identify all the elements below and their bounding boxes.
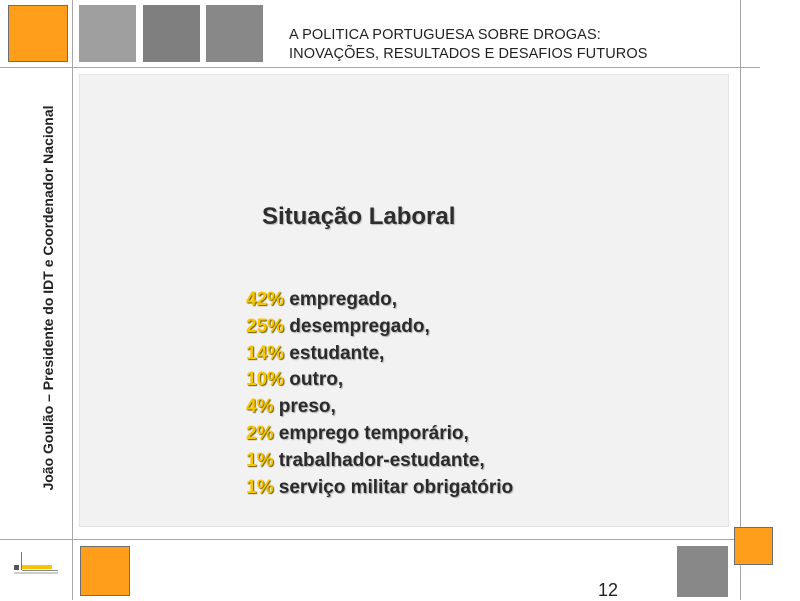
stat-label: desempregado, [284,315,430,337]
list-item: 42% empregado, [246,287,513,314]
idt-logo-icon [14,552,58,574]
corner-square-bottom-left [80,546,130,596]
stat-label: empregado, [284,289,398,310]
stat-label: estudante, [284,342,385,364]
list-item: 14% estudante, [246,341,513,368]
stat-percent: 42% [246,289,285,310]
header-square-3 [206,5,263,62]
corner-square-bottom-right [677,546,728,597]
stat-label: trabalhador-estudante, [273,449,485,471]
frame-line-horizontal-bottom [0,539,760,540]
stat-percent: 4% [246,396,274,418]
list-item: 1% trabalhador-estudante, [246,448,513,475]
accent-square-right [734,527,773,565]
stat-percent: 14% [246,342,285,364]
slide-heading: Situação Laboral [262,203,456,230]
frame-line-vertical-right [740,0,741,600]
frame-line-horizontal-top [0,67,760,68]
list-item: 4% preso, [246,394,513,421]
stat-percent: 25% [246,315,285,337]
list-item: 1% serviço militar obrigatório [246,475,513,502]
employment-stats-list: 42% empregado, 25% desempregado, 14% est… [246,287,513,501]
header-square-2 [143,5,200,62]
stat-percent: 1% [246,449,274,471]
author-vertical-text: João Goulão – Presidente do IDT e Coorde… [40,105,56,491]
stat-label: emprego temporário, [273,422,469,444]
stat-percent: 2% [246,422,274,444]
stat-label: preso, [273,396,336,418]
stat-label: serviço militar obrigatório [273,476,514,498]
frame-line-vertical-left [72,0,73,600]
stat-percent: 10% [246,369,285,391]
list-item: 25% desempregado, [246,314,513,341]
stat-percent: 1% [246,476,274,498]
list-item: 2% emprego temporário, [246,421,513,448]
header-square-1 [79,5,136,62]
page-number: 12 [598,580,619,600]
corner-square-top-left [8,5,68,62]
content-panel [79,74,729,527]
presentation-title-line2: INOVAÇÕES, RESULTADOS E DESAFIOS FUTUROS [289,45,648,62]
presentation-title-line1: A POLITICA PORTUGUESA SOBRE DROGAS: [289,27,601,43]
stat-label: outro, [284,369,344,391]
list-item: 10% outro, [246,367,513,394]
presentation-title: A POLITICA PORTUGUESA SOBRE DROGAS: INOV… [289,26,729,63]
